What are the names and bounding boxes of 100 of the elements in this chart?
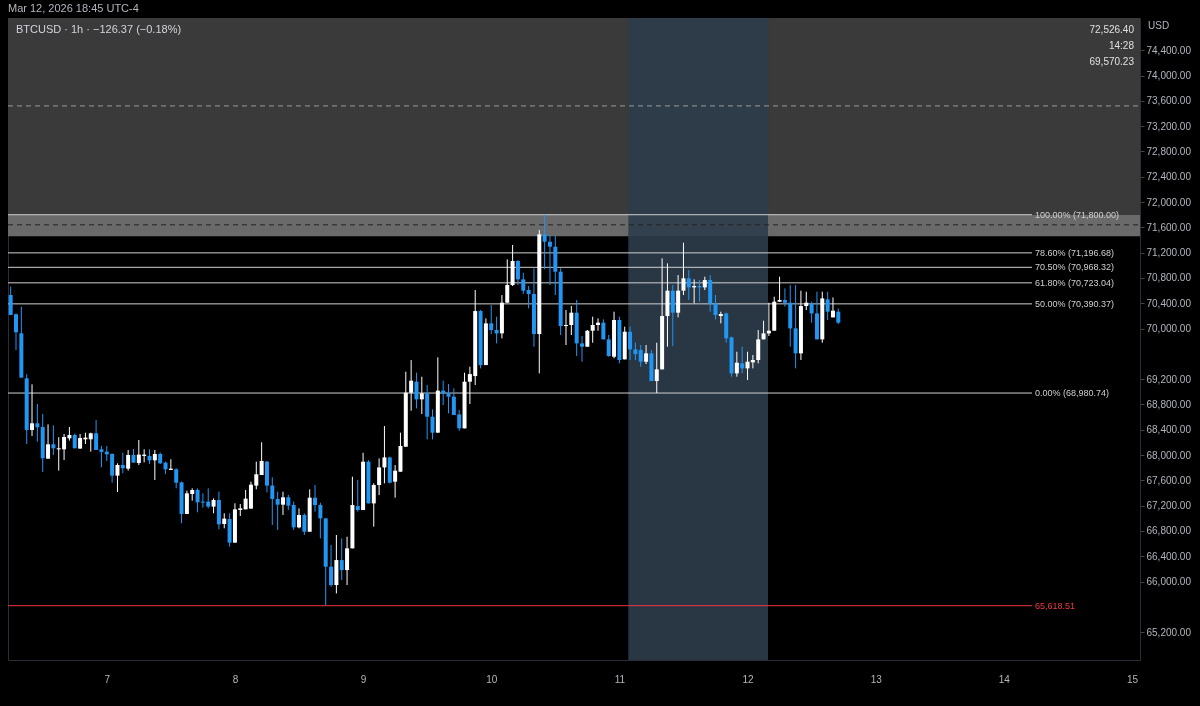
y-tick-label: 72,800.00 (1146, 145, 1192, 157)
y-tick-label: 66,400.00 (1146, 550, 1192, 562)
candlestick (409, 359, 414, 412)
candlestick (644, 344, 649, 365)
ref-line-label: 0.00% (68,980.74) (1035, 388, 1110, 399)
y-axis-title: USD (1148, 20, 1170, 31)
candlestick (825, 291, 830, 321)
candlestick (152, 449, 157, 481)
candlestick (563, 309, 568, 346)
candlestick (446, 383, 451, 414)
candlestick (681, 242, 686, 296)
candlestick (345, 536, 350, 586)
y-tick-label: 74,000.00 (1146, 70, 1192, 82)
y-tick-label: 70,400.00 (1146, 297, 1192, 309)
y-tick-label: 67,200.00 (1146, 500, 1192, 512)
candlestick (110, 452, 115, 484)
text: Mar 12, 2026 18:45 UTC-4 (8, 2, 139, 14)
y-tick-label: 73,200.00 (1146, 120, 1192, 132)
candlestick (494, 316, 499, 344)
candlestick (590, 316, 595, 344)
candlestick (740, 346, 745, 374)
candlestick (174, 467, 179, 489)
annotation: 72,526.40 (1089, 24, 1135, 35)
candlestick (46, 423, 51, 460)
candlestick (195, 487, 200, 513)
candlestick (414, 372, 419, 409)
candlestick (94, 419, 99, 451)
candlestick (542, 214, 547, 270)
annotation: 69,570.23 (1089, 56, 1135, 67)
candlestick (264, 460, 269, 493)
y-tick-label: 71,600.00 (1146, 221, 1192, 233)
y-tick-label: 70,800.00 (1146, 272, 1192, 284)
candlestick (339, 537, 344, 581)
candlestick (547, 234, 552, 286)
candlestick (382, 425, 387, 484)
candlestick (628, 326, 633, 361)
candlestick (297, 507, 302, 529)
ref-line-label: 61.80% (70,723.04) (1035, 277, 1115, 288)
candlestick (120, 452, 125, 474)
candlestick (115, 462, 120, 493)
ref-line-label: 70.50% (70,968.32) (1035, 262, 1115, 273)
chart-title: BTCUSD · 1h · −126.37 (−0.18%) (16, 23, 182, 35)
y-tick-label: 68,800.00 (1146, 398, 1192, 410)
candlestick (227, 512, 232, 548)
candlestick (515, 259, 520, 286)
candlestick (51, 424, 56, 456)
candlestick (302, 512, 307, 536)
candlestick (259, 441, 264, 476)
y-tick-label: 67,600.00 (1146, 474, 1192, 486)
candlestick (708, 274, 713, 313)
candlestick (580, 335, 585, 363)
candlestick (756, 329, 761, 364)
candlestick (670, 284, 675, 347)
candlestick (280, 491, 285, 516)
y-tick-label: 74,400.00 (1146, 44, 1192, 56)
candlestick (377, 457, 382, 496)
x-tick-label: 7 (104, 673, 111, 685)
candlestick (734, 351, 739, 378)
candlestick (355, 479, 360, 513)
candlestick (275, 491, 280, 531)
candlestick (686, 269, 691, 301)
candlestick (30, 383, 35, 437)
y-tick-label: 68,400.00 (1146, 424, 1192, 436)
y-tick-label: 73,600.00 (1146, 95, 1192, 107)
candlestick (505, 258, 510, 304)
ref-line-label: 100.00% (71,800.00) (1035, 209, 1120, 220)
ref-line-label: 50.00% (70,390.37) (1035, 298, 1115, 309)
candlestick (291, 501, 296, 531)
x-tick-label: 14 (998, 673, 1011, 685)
x-tick-label: 8 (232, 673, 239, 685)
y-tick-label: 72,000.00 (1146, 196, 1192, 208)
y-tick-label: 72,400.00 (1146, 171, 1192, 183)
candlestick (371, 482, 376, 528)
candlestick (654, 342, 659, 394)
ref-line-label: 65,618.51 (1035, 600, 1076, 611)
candlestick (521, 272, 526, 295)
x-tick-label: 10 (486, 673, 498, 685)
candlestick (638, 344, 643, 368)
candlestick (606, 334, 611, 358)
x-tick-label: 15 (1126, 673, 1139, 685)
candlestick (782, 287, 787, 308)
x-tick-label: 9 (360, 673, 367, 685)
candlestick (676, 274, 681, 318)
y-tick-label: 66,000.00 (1146, 576, 1192, 588)
candlestick (804, 291, 809, 311)
candlestick (489, 304, 494, 335)
y-tick-label: 65,200.00 (1146, 626, 1192, 638)
candlestick (318, 502, 323, 539)
candlestick (270, 476, 275, 526)
candlestick (430, 408, 435, 440)
y-tick-label: 71,200.00 (1146, 247, 1192, 259)
y-tick-label: 69,200.00 (1146, 373, 1192, 385)
candlestick (425, 384, 430, 440)
candlestick (809, 301, 814, 324)
x-tick-label: 11 (614, 673, 626, 685)
y-tick-label: 66,800.00 (1146, 525, 1192, 537)
candlestick (313, 484, 318, 513)
candlestick (713, 294, 718, 320)
candlestick (419, 376, 424, 415)
ref-line-label: 78.60% (71,196.68) (1035, 247, 1115, 258)
